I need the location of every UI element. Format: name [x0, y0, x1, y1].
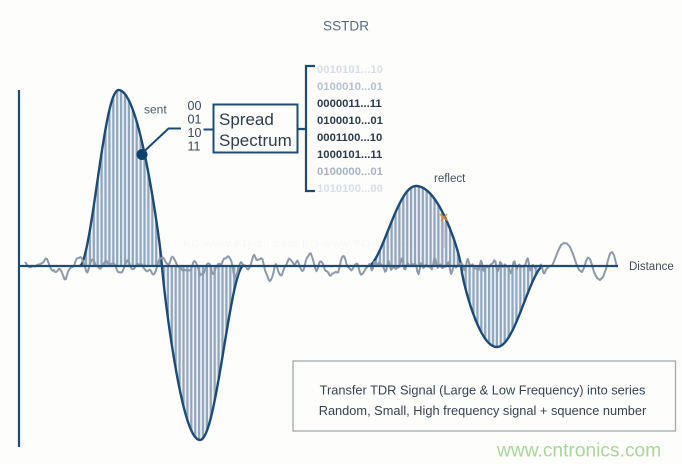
svg-text:SSTDR: SSTDR	[323, 19, 369, 34]
svg-text:0001100...10: 0001100...10	[317, 132, 382, 144]
svg-text:0100010...01: 0100010...01	[317, 81, 383, 93]
svg-text:1000101...11: 1000101...11	[317, 149, 382, 161]
svg-text:reflect: reflect	[434, 173, 466, 185]
svg-text:Spectrum: Spectrum	[219, 131, 292, 150]
svg-text:0000011...11: 0000011...11	[317, 98, 382, 110]
svg-text:0010101...10: 0010101...10	[317, 64, 383, 76]
svg-text:10: 10	[188, 126, 202, 140]
svg-text:www.cntronics.com: www.cntronics.com	[496, 441, 661, 462]
svg-text:11: 11	[188, 140, 201, 154]
svg-text:1010100...00: 1010100...00	[317, 183, 383, 195]
svg-text:Transfer TDR Signal (Large & L: Transfer TDR Signal (Large & Low Frequen…	[320, 383, 646, 398]
svg-text:sent: sent	[144, 103, 167, 117]
svg-text:Distance: Distance	[629, 261, 674, 273]
svg-text:01: 01	[188, 113, 202, 127]
svg-text:0100000...01: 0100000...01	[317, 166, 383, 178]
svg-text:00: 00	[188, 99, 202, 113]
svg-text:0100010...01: 0100010...01	[317, 115, 383, 127]
svg-text:KD www.KD-cn.com KD www.KD-cn.: KD www.KD-cn.com KD www.KD-cn.com	[183, 238, 417, 250]
svg-text:Random, Small, High frequency: Random, Small, High frequency signal + s…	[319, 403, 647, 418]
svg-text:Spread: Spread	[219, 110, 274, 129]
